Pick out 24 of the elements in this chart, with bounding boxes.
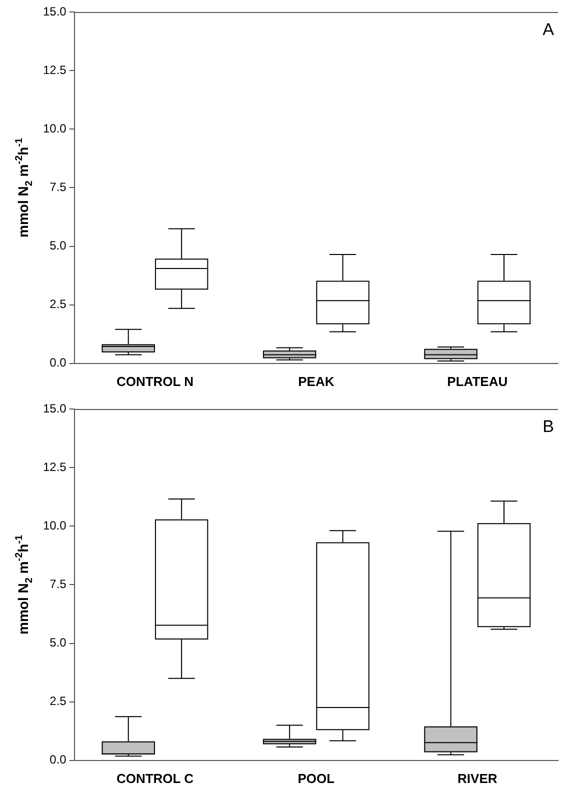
y-tick-label: 7.5	[50, 577, 67, 592]
y-tick-label: 7.5	[50, 180, 67, 194]
y-tick-label: 15.0	[42, 401, 67, 416]
y-tick-label: 15.0	[42, 4, 67, 18]
y-tick-label: 2.5	[50, 297, 67, 312]
y-tick-label: 10.0	[42, 518, 67, 532]
y-axis-title: mmol N2 m-2h-1	[14, 137, 35, 238]
x-tick-label: CONTROL C	[116, 770, 194, 786]
y-tick-label: 5.0	[50, 238, 67, 253]
x-tick-label: PLATEAU	[447, 374, 508, 389]
y-tick-label: 5.0	[50, 636, 67, 650]
y-tick-label: 0.0	[50, 356, 67, 370]
y-axis-title: mmol N2 m-2h-1	[14, 534, 35, 634]
x-tick-label: POOL	[298, 770, 335, 786]
annotation: B	[542, 417, 554, 436]
y-tick-label: 2.5	[50, 694, 67, 708]
x-tick-label: CONTROL N	[116, 374, 194, 389]
x-tick-label: RIVER	[458, 770, 498, 786]
y-tick-label: 10.0	[42, 121, 67, 136]
y-tick-label: 0.0	[50, 752, 67, 767]
annotation: A	[542, 20, 555, 40]
y-tick-label: 12.5	[42, 460, 67, 474]
y-tick-label: 12.5	[42, 62, 67, 77]
x-tick-label: PEAK	[298, 374, 335, 389]
